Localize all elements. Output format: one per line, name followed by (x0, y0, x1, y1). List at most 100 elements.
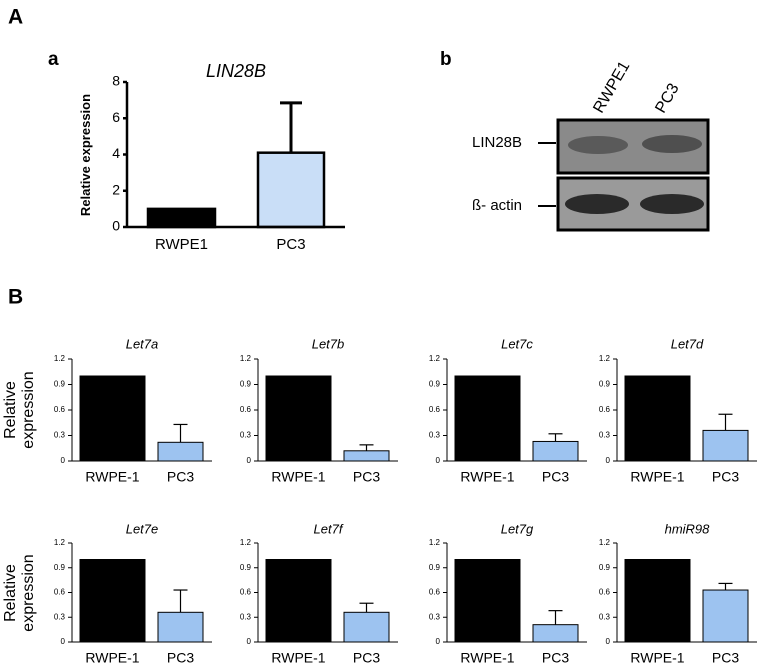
bar (157, 441, 204, 462)
bar (256, 151, 326, 229)
x-tick-label: RWPE-1 (460, 650, 514, 666)
bar (702, 589, 749, 643)
y-tick-label: 0.6 (429, 588, 441, 597)
x-tick-label: PC3 (167, 650, 194, 666)
y-tick-label: 0.6 (599, 405, 611, 414)
chart-title: Let7f (314, 521, 344, 536)
chart-title: Let7g (501, 521, 534, 536)
x-tick-label: RWPE-1 (271, 650, 325, 666)
bar (343, 450, 390, 462)
y-tick-label: 0.9 (54, 563, 66, 572)
panel-label: A (8, 6, 23, 29)
y-axis-label: Relative expression (2, 553, 37, 632)
bar (532, 624, 579, 643)
panel-label: b (440, 49, 452, 70)
y-tick-label: 0.9 (599, 380, 611, 389)
x-tick-label: PC3 (353, 469, 380, 485)
y-tick-label: 0.3 (54, 431, 66, 440)
lane-label: PC3 (652, 81, 682, 117)
bar (454, 559, 521, 643)
y-tick-label: 8 (112, 73, 120, 89)
y-tick-label: 0 (247, 637, 252, 646)
y-tick-label: 0 (436, 456, 441, 465)
bar (454, 375, 521, 462)
band-label: ß- actin (472, 197, 522, 214)
bar (157, 611, 204, 643)
x-tick-label: RWPE-1 (85, 650, 139, 666)
x-tick-label: RWPE1 (155, 236, 208, 253)
bar (532, 440, 579, 462)
y-axis-label: Relative expression (2, 371, 37, 449)
x-tick-label: PC3 (167, 469, 194, 485)
bar (146, 207, 217, 229)
y-tick-label: 0.9 (240, 380, 252, 389)
y-tick-label: 0 (606, 637, 611, 646)
y-tick-label: 1.2 (54, 538, 66, 547)
blot-signal (642, 135, 702, 153)
x-tick-label: PC3 (353, 650, 380, 666)
y-tick-label: 0.3 (599, 431, 611, 440)
bar (702, 429, 749, 462)
y-tick-label: 1.2 (429, 354, 441, 363)
y-tick-label: 6 (112, 109, 120, 125)
y-tick-label: 0.6 (599, 588, 611, 597)
panel-label: a (48, 49, 59, 70)
y-tick-label: 0.3 (240, 431, 252, 440)
y-tick-label: 1.2 (429, 538, 441, 547)
y-tick-label: 0 (606, 456, 611, 465)
y-tick-label: 0.9 (429, 563, 441, 572)
y-tick-label: 2 (112, 181, 120, 197)
band-label: LIN28B (472, 134, 522, 151)
x-tick-label: RWPE-1 (271, 469, 325, 485)
y-tick-label: 0.9 (54, 380, 66, 389)
panel-label: B (8, 286, 23, 309)
chart-title: Let7b (312, 336, 345, 351)
blot-signal (565, 194, 629, 214)
y-tick-label: 1.2 (54, 354, 66, 363)
y-tick-label: 0.3 (240, 612, 252, 621)
x-tick-label: PC3 (276, 236, 305, 253)
y-tick-label: 0.6 (429, 405, 441, 414)
bar (624, 559, 691, 643)
x-tick-label: PC3 (542, 650, 569, 666)
x-tick-label: PC3 (542, 469, 569, 485)
blot-signal (640, 194, 704, 214)
x-tick-label: PC3 (712, 650, 739, 666)
y-tick-label: 0.6 (240, 588, 252, 597)
x-tick-label: RWPE-1 (630, 650, 684, 666)
y-tick-label: 0.6 (240, 405, 252, 414)
y-tick-label: 0 (436, 637, 441, 646)
x-tick-label: RWPE-1 (630, 469, 684, 485)
x-tick-label: RWPE-1 (85, 469, 139, 485)
chart-title: Let7d (671, 336, 704, 351)
y-tick-label: 0.3 (599, 612, 611, 621)
bar (265, 375, 332, 462)
chart-title: Let7e (126, 521, 159, 536)
y-axis-label: Relative expression (78, 93, 93, 216)
y-tick-label: 0.3 (54, 612, 66, 621)
x-tick-label: PC3 (712, 469, 739, 485)
y-tick-label: 1.2 (599, 538, 611, 547)
y-tick-label: 0 (112, 218, 120, 234)
blot-signal (568, 136, 628, 154)
y-tick-label: 0.3 (429, 431, 441, 440)
y-tick-label: 0 (61, 456, 66, 465)
y-tick-label: 1.2 (240, 538, 252, 547)
y-tick-label: 0 (61, 637, 66, 646)
chart-title: LIN28B (206, 61, 266, 81)
y-tick-label: 0.6 (54, 588, 66, 597)
y-tick-label: 4 (112, 145, 120, 161)
y-tick-label: 1.2 (240, 354, 252, 363)
y-tick-label: 0.9 (429, 380, 441, 389)
chart-title: Let7a (126, 336, 159, 351)
lane-label: RWPE1 (590, 58, 633, 116)
bar (343, 611, 390, 643)
chart-title: hmiR98 (665, 521, 711, 536)
bar (624, 375, 691, 462)
bar (265, 559, 332, 643)
y-tick-label: 0.9 (599, 563, 611, 572)
y-tick-label: 0 (247, 456, 252, 465)
y-tick-label: 0.9 (240, 563, 252, 572)
y-tick-label: 1.2 (599, 354, 611, 363)
